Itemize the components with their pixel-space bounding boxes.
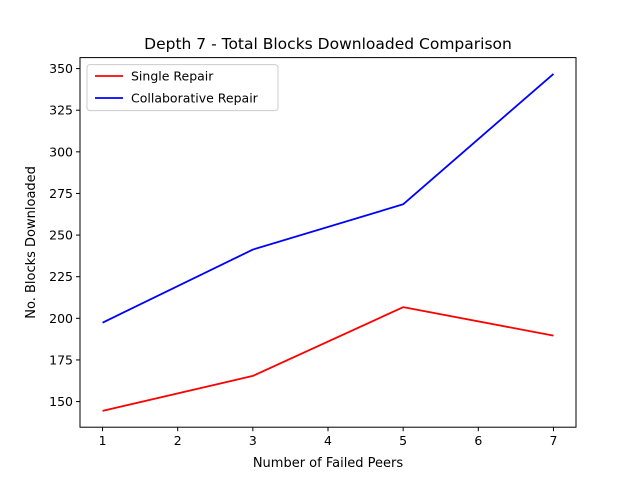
- y-tick-label: 200: [49, 311, 73, 326]
- x-tick-label: 2: [174, 433, 182, 448]
- y-tick-label: 325: [49, 103, 73, 118]
- y-tick-label: 225: [49, 269, 73, 284]
- x-tick-label: 3: [249, 433, 257, 448]
- y-tick-label: 275: [49, 186, 73, 201]
- y-axis-ticks: 150 175 200 225 250 275 300 325 350: [49, 61, 80, 409]
- plot-frame: [79, 57, 577, 428]
- y-tick-label: 150: [49, 394, 73, 409]
- y-tick-label: 250: [49, 228, 73, 243]
- chart-title: Depth 7 - Total Blocks Downloaded Compar…: [144, 35, 512, 53]
- legend: Single Repair Collaborative Repair: [86, 64, 279, 112]
- x-tick-label: 7: [549, 433, 557, 448]
- x-tick-label: 1: [99, 433, 107, 448]
- y-axis-label: No. Blocks Downloaded: [24, 166, 39, 319]
- x-tick-label: 5: [399, 433, 407, 448]
- x-axis-label: Number of Failed Peers: [253, 456, 404, 471]
- legend-frame: [86, 64, 279, 112]
- x-tick-label: 4: [324, 433, 332, 448]
- series-line-collaborative-repair: [102, 73, 555, 324]
- y-tick-label: 175: [49, 352, 73, 367]
- legend-label-collaborative-repair: Collaborative Repair: [131, 91, 259, 106]
- x-axis-ticks: 1 2 3 4 5 6 7: [99, 427, 557, 448]
- y-tick-label: 300: [49, 144, 73, 159]
- y-tick-label: 350: [49, 61, 73, 76]
- x-tick-label: 6: [474, 433, 482, 448]
- legend-label-single-repair: Single Repair: [131, 69, 214, 84]
- series-line-single-repair: [102, 306, 554, 412]
- series-lines: [102, 73, 555, 412]
